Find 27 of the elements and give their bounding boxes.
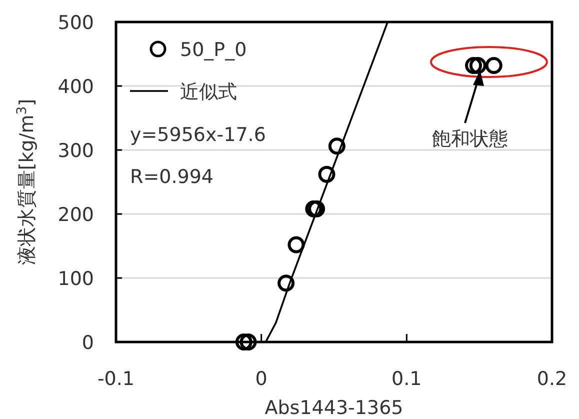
annotation: R=0.994 [130, 166, 214, 188]
point [278, 274, 295, 292]
annotation: y=5956x-17.6 [130, 124, 266, 146]
y-tick-label: 0 [82, 332, 94, 354]
x-tick-label: 0.1 [392, 368, 422, 390]
legend: 50_P_0 [180, 39, 247, 61]
point [288, 236, 305, 254]
y-tick-label: 200 [58, 204, 94, 226]
point [328, 138, 346, 155]
point [235, 334, 252, 350]
x-tick-label: 0.2 [536, 368, 568, 390]
point [305, 200, 322, 218]
point [485, 57, 502, 74]
annotation: 飽和状態 [432, 128, 508, 150]
point [465, 57, 482, 74]
point [318, 166, 336, 183]
y-tick-label: 100 [58, 268, 94, 290]
point [240, 334, 257, 350]
y-tick-label: 400 [58, 76, 94, 98]
x-tick-label: -0.1 [97, 368, 135, 390]
y-tick-label: 500 [58, 12, 94, 34]
point [308, 200, 326, 218]
legend: 近似式 [180, 81, 237, 103]
y-tick-label: 300 [58, 140, 94, 162]
x-axis-title: Abs1443-1365 [264, 397, 404, 419]
x-tick-label: 0 [255, 368, 268, 390]
point [469, 57, 486, 74]
